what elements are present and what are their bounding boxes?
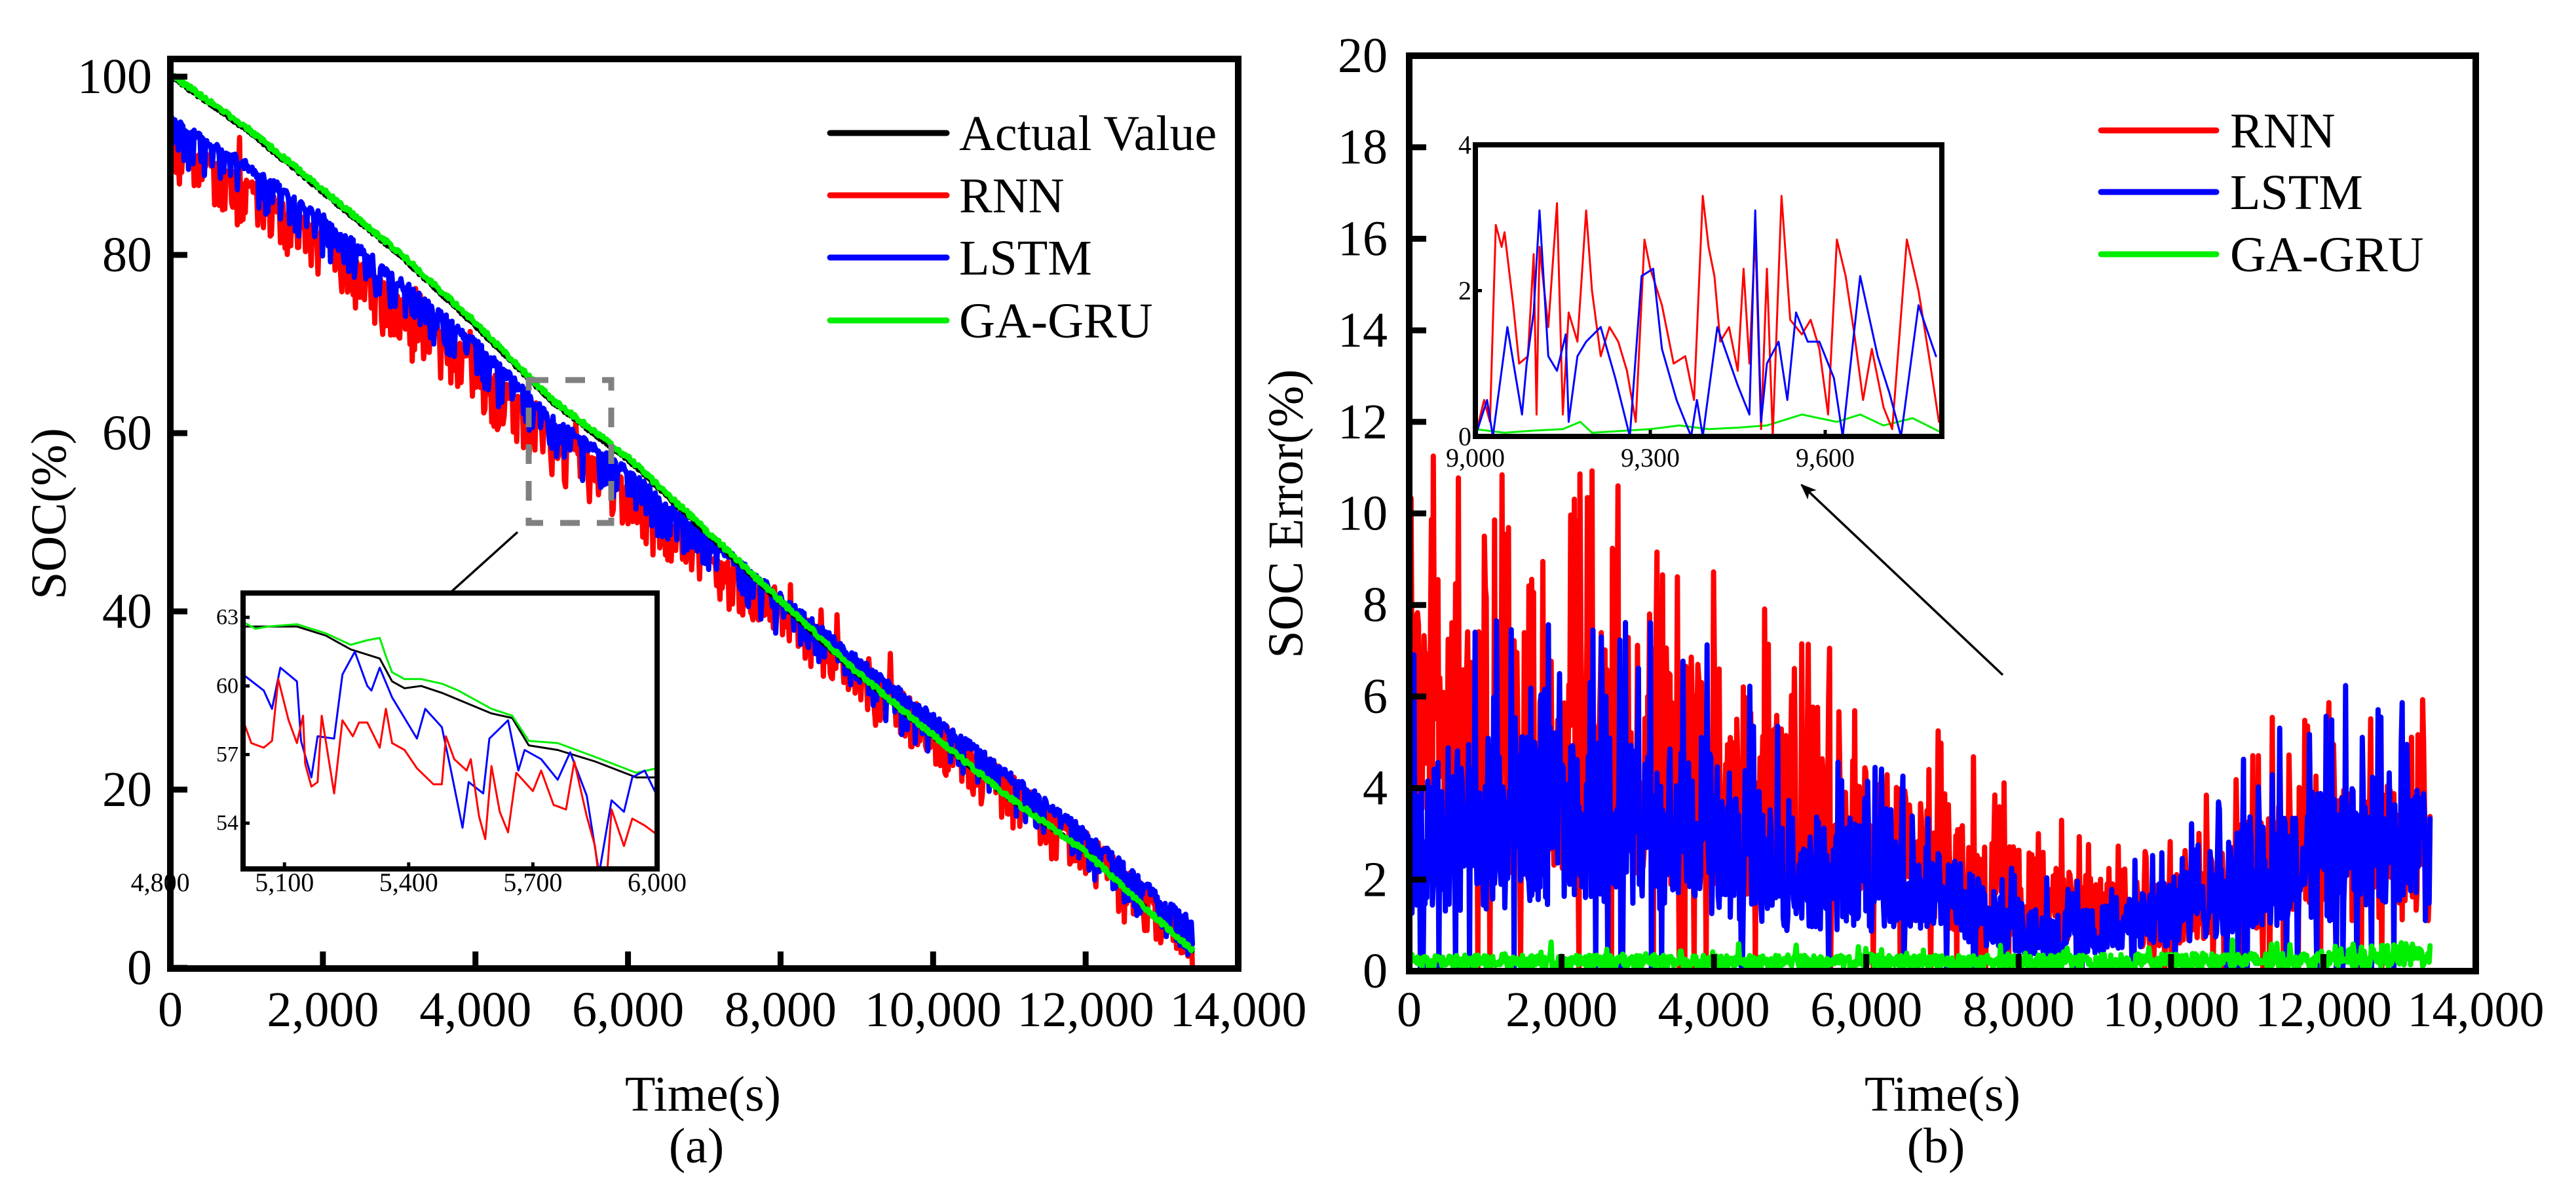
panel-b-y-tick-label: 12 (1338, 394, 1388, 450)
panel-b-inset-series-lstm (1475, 209, 1937, 436)
legend-label-gagru: GA-GRU (959, 294, 1153, 349)
panel-a-inset-y-tick-label: 57 (216, 742, 238, 767)
panel-a-inset-y-tick-label: 54 (216, 811, 238, 835)
panel-b-y-tick-label: 10 (1338, 486, 1388, 541)
panel-a-caption: (a) (669, 1119, 724, 1174)
panel-a-x-tick-label: 6,000 (572, 982, 684, 1037)
panel-b-ticks: 0 2,000 4,000 6,000 8,000 10,000 12,000 14,000 0… (1338, 28, 2545, 1037)
panel-b-y-axis-title: SOC Error(%) (1259, 369, 1314, 658)
panel-a-inset-frame (240, 590, 660, 872)
panel-a-inset: 4,800 5,100 5,400 5,700 6,000 54 57 60 63 (131, 590, 687, 897)
panel-a-x-tick-label: 10,000 (865, 982, 1002, 1037)
zoom-arrow-b (1800, 484, 2004, 676)
legend-label-lstm: LSTM (2230, 165, 2363, 220)
panel-a-axes-frame (167, 56, 1241, 972)
legend-label-gagru: GA-GRU (2230, 227, 2424, 282)
panel-b-x-tick-label: 10,000 (2102, 982, 2239, 1037)
panel-a-y-tick-label: 80 (102, 227, 152, 282)
panel-a-inset-x-tick-label: 5,400 (379, 868, 438, 897)
panel-a-inset-x-tick-label: 5,100 (255, 868, 314, 897)
panel-b-inset-x-tick-label: 9,600 (1796, 443, 1855, 472)
panel-b-inset-y-tick-label: 0 (1458, 422, 1471, 451)
panel-a-y-tick-label: 20 (102, 762, 152, 817)
panel-a-inset-x-tick-label: 4,800 (131, 868, 190, 897)
panel-b-inset-series (1475, 195, 1942, 436)
panel-b-y-tick-label: 18 (1338, 120, 1388, 175)
panel-b-caption: (b) (1907, 1119, 1965, 1174)
panel-b-x-tick-label: 4,000 (1658, 982, 1770, 1037)
legend-label-actual: Actual Value (959, 106, 1217, 161)
panel-a-inset-x-tick-label: 5,700 (503, 868, 562, 897)
panel-a-ticks: 0 2,000 4,000 6,000 8,000 10,000 12,000 14,000 0… (77, 49, 1307, 1037)
panel-b-y-tick-label: 14 (1338, 303, 1388, 358)
panel-a-inset-series-rnn (243, 678, 657, 869)
panel-b-x-tick-label: 12,000 (2255, 982, 2392, 1037)
panel-a-inset-series (243, 621, 657, 869)
panel-b-x-tick-label: 8,000 (1963, 982, 2075, 1037)
panel-a-series-gagru (170, 73, 1196, 953)
panel-b-inset: 9,000 9,300 9,600 0 2 4 (1446, 130, 1944, 473)
panel-b-y-tick-label: 20 (1338, 28, 1388, 83)
panel-a-inset-series-gagru (243, 621, 657, 774)
panel-a-y-tick-label: 0 (127, 940, 152, 995)
panel-b-x-axis-title: Time(s) (1865, 1067, 2020, 1122)
panel-a-y-tick-label: 40 (102, 584, 152, 639)
panel-b-x-tick-label: 6,000 (1810, 982, 1922, 1037)
panel-a-series (170, 73, 1196, 969)
panel-b-y-tick-label: 2 (1363, 852, 1388, 907)
panel-a-x-tick-label: 0 (158, 982, 183, 1037)
panel-a-inset-border (240, 590, 660, 872)
legend-label-rnn: RNN (959, 168, 1064, 223)
panel-a-y-axis-title: SOC(%) (22, 428, 77, 600)
panel-a-x-tick-label: 12,000 (1017, 982, 1154, 1037)
panel-b-inset-x-tick-label: 9,000 (1446, 443, 1505, 472)
panel-b-series-lstm (1409, 618, 2433, 971)
panel-b: 0 2,000 4,000 6,000 8,000 10,000 12,000 14,000 0… (1259, 28, 2545, 1174)
panel-a-x-tick-label: 2,000 (267, 982, 379, 1037)
panel-b-x-tick-label: 0 (1397, 982, 1422, 1037)
panel-b-y-tick-label: 8 (1363, 577, 1388, 632)
panel-b-series (1409, 453, 2433, 971)
panel-a: 0 2,000 4,000 6,000 8,000 10,000 12,000 14,000 0… (22, 49, 1307, 1174)
legend-label-lstm: LSTM (959, 231, 1092, 286)
panel-b-y-tick-label: 4 (1363, 761, 1388, 816)
panel-b-inset-x-tick-label: 9,300 (1621, 443, 1680, 472)
panel-b-inset-series-gagru (1475, 413, 1942, 434)
panel-b-x-tick-label: 2,000 (1506, 982, 1618, 1037)
panel-b-series-gagru (1409, 937, 2433, 971)
panel-b-inset-ticks: 9,000 9,300 9,600 0 2 4 (1446, 130, 1855, 473)
panel-a-inset-ticks: 4,800 5,100 5,400 5,700 6,000 54 57 60 63 (131, 605, 687, 897)
legend-label-rnn: RNN (2230, 104, 2335, 159)
panel-a-series-lstm (170, 114, 1196, 957)
panel-a-inset-y-tick-label: 63 (216, 605, 238, 630)
panel-b-inset-series-rnn (1475, 195, 1941, 436)
panel-a-inset-x-tick-label: 6,000 (628, 868, 687, 897)
panel-a-inset-series-lstm (243, 651, 657, 869)
panel-b-y-tick-label: 0 (1363, 944, 1388, 999)
panel-b-y-tick-label: 16 (1338, 211, 1388, 266)
panel-a-x-tick-label: 4,000 (419, 982, 531, 1037)
panel-b-x-tick-label: 14,000 (2408, 982, 2545, 1037)
panel-a-inset-series-actual (243, 625, 657, 778)
panel-a-x-axis-title: Time(s) (625, 1067, 781, 1122)
panel-a-legend: Actual Value RNN LSTM GA-GRU (827, 106, 1217, 349)
panel-a-inset-y-tick-label: 60 (216, 674, 238, 698)
zoom-region-box (525, 377, 615, 526)
panel-b-inset-y-tick-label: 2 (1458, 276, 1471, 305)
panel-b-inset-y-tick-label: 4 (1458, 130, 1471, 160)
panel-a-y-tick-label: 60 (102, 406, 152, 461)
panel-a-x-tick-label: 8,000 (725, 982, 837, 1037)
panel-a-x-tick-label: 14,000 (1170, 982, 1307, 1037)
panel-b-legend: RNN LSTM GA-GRU (2098, 104, 2424, 282)
panel-a-y-tick-label: 100 (77, 49, 152, 104)
panel-b-y-tick-label: 6 (1363, 669, 1388, 724)
